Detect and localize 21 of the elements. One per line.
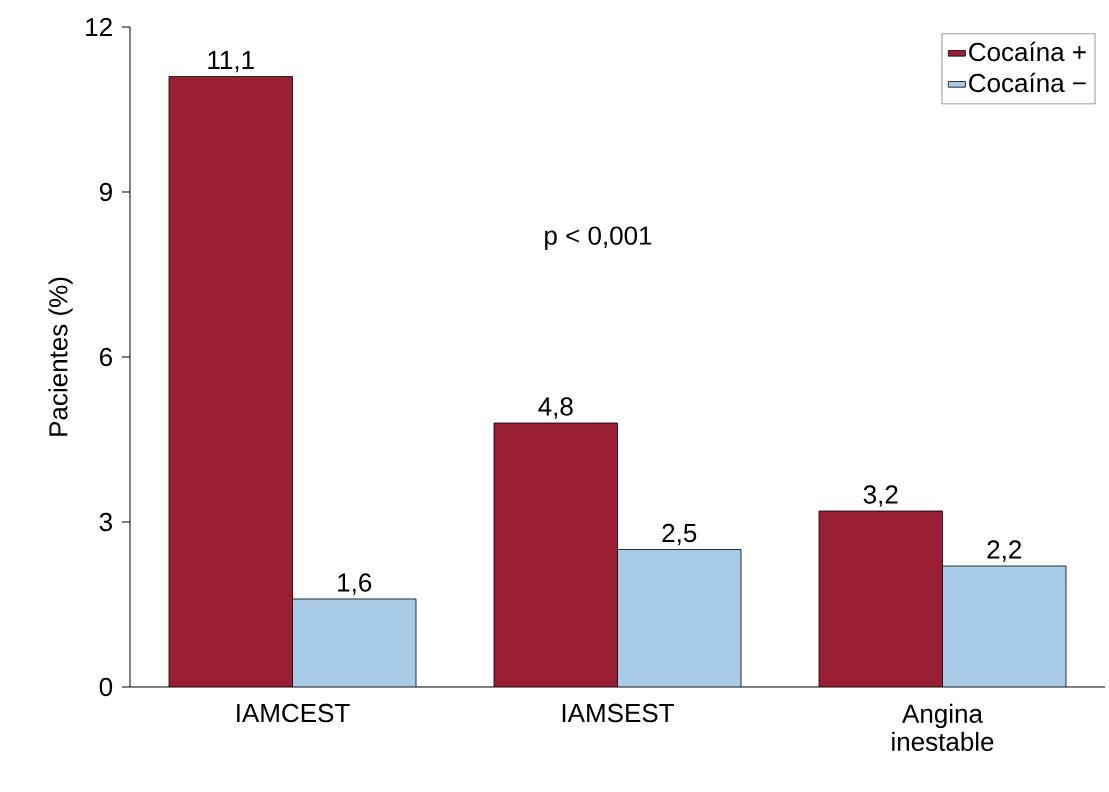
legend-label: Cocaína − [969, 72, 1086, 93]
y-tick-label: 9 [99, 182, 112, 202]
bar [169, 76, 293, 687]
x-tick-label: IAMCEST [237, 703, 350, 723]
data-label: 11,1 [208, 51, 254, 73]
y-tick-label: 0 [99, 677, 113, 697]
y-tick-label: 3 [99, 512, 112, 532]
y-tick-label: 12 [86, 17, 112, 37]
data-label: 1,6 [338, 573, 372, 595]
data-label: 4,8 [538, 397, 573, 419]
bar [818, 510, 943, 687]
y-tick-label: 6 [100, 347, 112, 367]
annotation: p < 0,001 [545, 226, 652, 250]
data-label: 2,5 [662, 523, 697, 546]
x-tick-label: Angina inestable [892, 703, 994, 751]
data-label: 3,2 [863, 485, 898, 507]
x-tick-label: IAMSEST [562, 703, 674, 723]
y-axis-title: Pacientes (%) [48, 277, 73, 436]
legend-label: Cocaína + [969, 41, 1086, 62]
bar [494, 422, 618, 687]
data-label: 2,2 [987, 540, 1022, 562]
